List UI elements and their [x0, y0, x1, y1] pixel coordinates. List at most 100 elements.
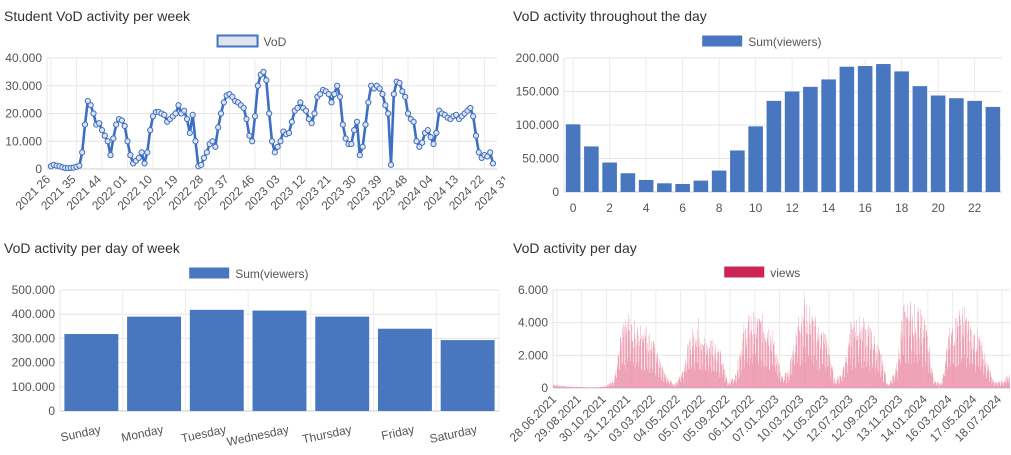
- x-tick-label: Sunday: [59, 422, 102, 444]
- weekly-data-point: [489, 160, 497, 167]
- x-tick-label: Friday: [380, 422, 416, 443]
- x-tick-label: 14: [822, 201, 836, 215]
- x-tick-label: Saturday: [428, 422, 478, 446]
- x-tick-label: 2: [606, 201, 613, 215]
- weekly-data-point: [144, 149, 151, 156]
- hourly-bar: [894, 71, 909, 192]
- weekly-data-point: [390, 90, 397, 98]
- y-tick-label: 400.000: [12, 307, 56, 321]
- hourly-bar: [620, 173, 636, 192]
- y-tick-label: 100.000: [516, 118, 560, 132]
- weekly-data-point: [90, 110, 97, 117]
- x-tick-label: Monday: [120, 422, 165, 445]
- weekly-data-point: [268, 138, 276, 145]
- weekly-data-point: [311, 110, 318, 117]
- weekly-data-point: [135, 154, 142, 161]
- weekly-data-point: [192, 138, 199, 145]
- weekly-data-point: [203, 149, 210, 156]
- weekly-data-point: [229, 93, 236, 100]
- weekly-data-point: [124, 138, 131, 145]
- y-tick-label: 6.000: [518, 283, 548, 297]
- weekly-data-point: [382, 102, 389, 109]
- y-tick-label: 20.000: [5, 107, 42, 121]
- weekly-data-point: [84, 97, 91, 105]
- weekly-data-point: [356, 152, 363, 159]
- weekly-data-point: [127, 152, 134, 159]
- weekly-data-point: [475, 149, 482, 156]
- hourly-bar: [657, 183, 672, 192]
- weekly-data-point: [376, 85, 383, 92]
- weekly-data-point: [419, 139, 426, 146]
- weekly-data-point: [104, 138, 111, 145]
- weekly-data-point: [288, 118, 295, 125]
- weekly-data-point: [387, 161, 395, 168]
- weekly-data-point: [147, 127, 154, 134]
- weekly-data-point: [331, 90, 338, 98]
- weekly-data-point: [274, 143, 281, 150]
- hourly-bar: [876, 64, 891, 192]
- y-tick-label: 0: [35, 162, 42, 176]
- hourly-bar: [711, 170, 727, 192]
- weekly-data-point: [98, 127, 106, 134]
- y-tick-label: 40.000: [5, 51, 42, 65]
- dow-bar: [440, 340, 495, 411]
- weekly-data-point: [297, 99, 304, 106]
- dow-chart-panel: VoD activity per day of week 0 100.000 200…: [0, 228, 505, 455]
- weekly-data-point: [198, 161, 205, 168]
- weekly-chart-panel: Student VoD activity per week 0 10.000 20.…: [0, 0, 505, 228]
- weekly-data-point: [339, 121, 346, 128]
- hourly-bar: [565, 124, 581, 192]
- daily-chart: 02.0004.0006.000views28.06.202129.08.202…: [507, 266, 1010, 445]
- weekly-data-point: [359, 143, 366, 150]
- x-tick-label: 8: [716, 201, 723, 215]
- weekly-data-point: [118, 117, 125, 124]
- weekly-data-point: [342, 135, 349, 142]
- hourly-bar: [748, 126, 763, 192]
- hourly-bar: [730, 150, 745, 192]
- weekly-data-point: [385, 110, 392, 117]
- dow-bar: [189, 309, 244, 411]
- legend-label: Sum(viewers): [748, 35, 821, 49]
- hourly-bar: [985, 106, 1001, 192]
- weekly-data-point: [271, 149, 278, 156]
- legend-label: VoD: [264, 35, 287, 49]
- weekly-data-point: [107, 152, 114, 159]
- weekly-data-point: [424, 127, 431, 134]
- x-tick-label: 22: [968, 201, 982, 215]
- y-tick-label: 150.000: [516, 85, 560, 99]
- y-tick-label: 0: [48, 404, 55, 418]
- y-tick-label: 100.000: [12, 380, 56, 394]
- weekly-data-point: [305, 115, 312, 123]
- hourly-bar: [693, 180, 709, 192]
- legend-swatch: [724, 266, 765, 278]
- weekly-data-point: [413, 138, 420, 145]
- weekly-data-point: [404, 110, 412, 117]
- x-tick-label: 20: [931, 201, 945, 215]
- weekly-data-point: [243, 115, 250, 123]
- legend-label: Sum(viewers): [235, 267, 308, 281]
- daily-chart-title: VoD activity per day: [513, 240, 637, 256]
- weekly-data-point: [308, 120, 315, 127]
- weekly-data-point: [328, 99, 335, 106]
- weekly-data-point: [121, 122, 128, 130]
- weekly-data-point: [362, 121, 369, 128]
- x-tick-label: Tuesday: [180, 422, 228, 445]
- weekly-data-point: [427, 133, 434, 141]
- dow-chart-title: VoD activity per day of week: [4, 240, 180, 256]
- weekly-data-point: [200, 154, 208, 161]
- weekly-data-point: [266, 110, 273, 117]
- weekly-data-point: [81, 121, 89, 128]
- weekly-data-point: [334, 82, 341, 89]
- weekly-data-point: [189, 111, 196, 118]
- hourly-bar: [602, 162, 617, 192]
- x-tick-label: 6: [679, 201, 686, 215]
- weekly-data-point: [453, 111, 460, 118]
- weekly-data-point: [430, 140, 437, 148]
- hourly-bar: [766, 100, 782, 192]
- weekly-data-point: [410, 118, 417, 125]
- legend-swatch: [216, 34, 259, 48]
- legend-swatch: [702, 35, 743, 47]
- weekly-data-point: [251, 113, 259, 120]
- weekly-data-point: [110, 135, 117, 142]
- weekly-data-point: [240, 104, 247, 112]
